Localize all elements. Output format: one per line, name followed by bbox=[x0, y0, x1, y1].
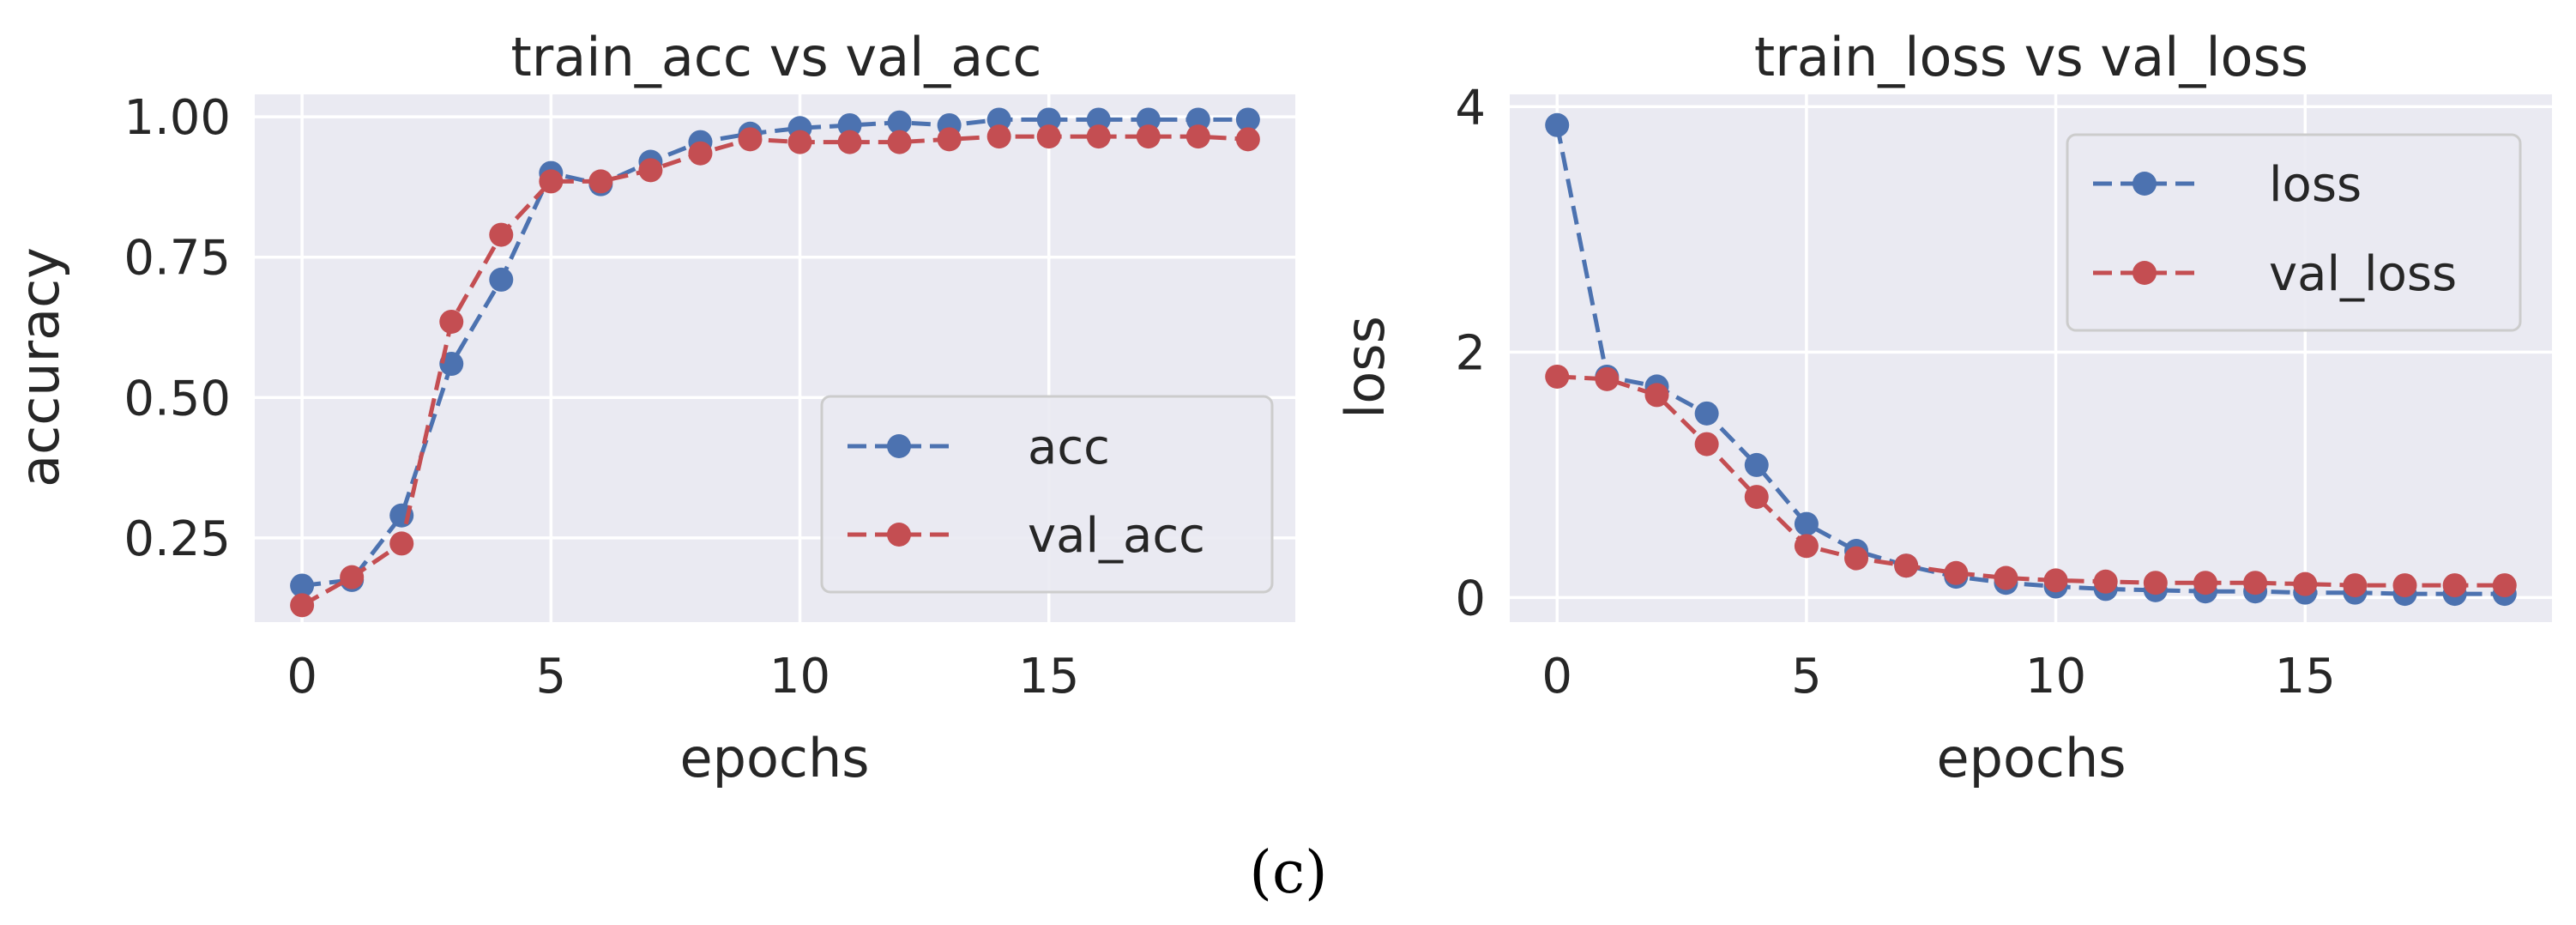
accuracy-chart: 0 5 10 15 0.25 0.50 0.75 1.00 train_acc vs val_… bbox=[9, 26, 1295, 789]
data-point-val-loss bbox=[1994, 565, 2018, 590]
legend-marker-loss bbox=[2133, 172, 2157, 196]
data-point-val-acc bbox=[787, 130, 812, 154]
data-point-acc bbox=[986, 107, 1011, 132]
accuracy-y-tick-label: 0.50 bbox=[124, 371, 231, 426]
legend-marker-acc bbox=[887, 434, 911, 458]
legend-marker-val-acc bbox=[887, 523, 911, 547]
data-point-val-loss bbox=[2442, 573, 2467, 598]
data-point-acc bbox=[1235, 107, 1260, 132]
figure-caption: (c) bbox=[1249, 839, 1327, 907]
accuracy-y-tick-label: 0.25 bbox=[124, 511, 231, 567]
loss-y-tick-label: 2 bbox=[1455, 325, 1486, 381]
accuracy-y-tick-label: 1.00 bbox=[124, 90, 231, 146]
data-point-val-loss bbox=[1545, 364, 1570, 389]
data-point-acc bbox=[1086, 107, 1111, 132]
data-point-val-acc bbox=[738, 127, 763, 152]
data-point-acc bbox=[887, 110, 912, 135]
accuracy-series bbox=[290, 107, 1260, 618]
data-point-val-loss bbox=[2243, 571, 2268, 596]
data-point-val-acc bbox=[539, 169, 564, 194]
data-point-loss bbox=[1744, 452, 1769, 477]
data-point-val-acc bbox=[887, 130, 912, 154]
loss-chart-title: train_loss vs val_loss bbox=[1754, 26, 2308, 88]
data-point-val-acc bbox=[489, 222, 514, 247]
loss-series bbox=[1545, 112, 2517, 607]
loss-x-tick-label: 15 bbox=[2275, 649, 2336, 704]
data-point-val-loss bbox=[2193, 571, 2217, 596]
data-point-acc bbox=[1185, 107, 1210, 132]
data-point-val-loss bbox=[1894, 553, 1919, 578]
data-point-val-loss bbox=[1644, 383, 1669, 408]
accuracy-x-tick-label: 15 bbox=[1018, 649, 1079, 704]
data-point-val-acc bbox=[588, 169, 613, 194]
accuracy-chart-title: train_acc vs val_acc bbox=[511, 26, 1042, 88]
series-line-val-acc bbox=[300, 134, 1249, 608]
data-point-acc bbox=[290, 573, 315, 598]
accuracy-y-tick-label: 0.75 bbox=[124, 231, 231, 287]
legend-label-val-loss: val_loss bbox=[2269, 246, 2457, 302]
data-point-val-acc bbox=[937, 127, 962, 152]
legend-label-acc: acc bbox=[1028, 420, 1110, 475]
data-point-val-acc bbox=[688, 141, 713, 166]
data-point-val-acc bbox=[1235, 127, 1260, 152]
loss-x-axis-label: epochs bbox=[1936, 727, 2126, 789]
data-point-loss bbox=[1794, 511, 1819, 536]
data-point-loss bbox=[1545, 112, 1570, 137]
data-point-val-loss bbox=[1944, 560, 1969, 585]
data-point-loss bbox=[1694, 401, 1719, 426]
data-point-val-loss bbox=[2043, 568, 2068, 593]
accuracy-legend: acc val_acc bbox=[820, 395, 1274, 594]
data-point-acc bbox=[1036, 107, 1061, 132]
loss-x-tick-label: 0 bbox=[1541, 649, 1572, 704]
legend-entry-val-acc: val_acc bbox=[848, 508, 1205, 564]
data-point-val-loss bbox=[2343, 573, 2368, 598]
data-point-val-loss bbox=[2143, 571, 2168, 596]
data-point-val-acc bbox=[1086, 124, 1111, 149]
data-point-val-loss bbox=[1844, 546, 1869, 571]
data-point-val-acc bbox=[837, 130, 862, 154]
data-point-val-acc bbox=[986, 124, 1011, 149]
legend-label-loss: loss bbox=[2269, 157, 2362, 213]
loss-y-axis-label: loss bbox=[1334, 316, 1397, 419]
data-point-val-loss bbox=[1744, 485, 1769, 510]
data-point-val-acc bbox=[638, 158, 663, 183]
accuracy-x-tick-label: 5 bbox=[536, 649, 567, 704]
data-point-val-acc bbox=[290, 593, 315, 618]
legend-entry-acc: acc bbox=[848, 420, 1110, 475]
data-point-val-loss bbox=[2392, 573, 2417, 598]
data-point-val-acc bbox=[1185, 124, 1210, 149]
accuracy-x-tick-label: 0 bbox=[287, 649, 317, 704]
data-point-val-loss bbox=[2492, 573, 2517, 598]
data-point-acc bbox=[837, 112, 862, 137]
accuracy-x-tick-label: 10 bbox=[769, 649, 830, 704]
loss-legend: loss val_loss bbox=[2066, 133, 2522, 332]
data-point-val-acc bbox=[439, 309, 464, 334]
loss-y-tick-label: 0 bbox=[1455, 571, 1486, 626]
data-point-val-loss bbox=[2093, 569, 2118, 594]
legend-label-val-acc: val_acc bbox=[1028, 508, 1205, 564]
legend-entry-val-loss: val_loss bbox=[2093, 246, 2457, 302]
accuracy-x-axis-label: epochs bbox=[679, 727, 869, 789]
data-point-val-acc bbox=[1136, 124, 1161, 149]
accuracy-ticks: 0 5 10 15 0.25 0.50 0.75 1.00 bbox=[124, 90, 1079, 704]
data-point-val-loss bbox=[1794, 534, 1819, 559]
series-line-loss bbox=[1554, 124, 2505, 596]
legend-marker-val-loss bbox=[2133, 261, 2157, 285]
legend-entry-loss: loss bbox=[2093, 157, 2362, 213]
data-point-val-loss bbox=[1694, 432, 1719, 456]
loss-ticks: 0 5 10 15 0 2 4 bbox=[1455, 80, 2336, 704]
data-point-val-acc bbox=[1036, 124, 1061, 149]
data-point-val-loss bbox=[2293, 571, 2318, 596]
loss-y-tick-label: 4 bbox=[1455, 80, 1486, 136]
data-point-acc bbox=[489, 267, 514, 292]
data-point-val-acc bbox=[340, 565, 365, 589]
data-point-acc bbox=[1136, 107, 1161, 132]
data-point-val-acc bbox=[389, 531, 414, 556]
loss-x-tick-label: 5 bbox=[1791, 649, 1822, 704]
loss-x-tick-label: 10 bbox=[2025, 649, 2086, 704]
data-point-val-loss bbox=[1595, 366, 1620, 391]
accuracy-y-axis-label: accuracy bbox=[9, 247, 71, 487]
